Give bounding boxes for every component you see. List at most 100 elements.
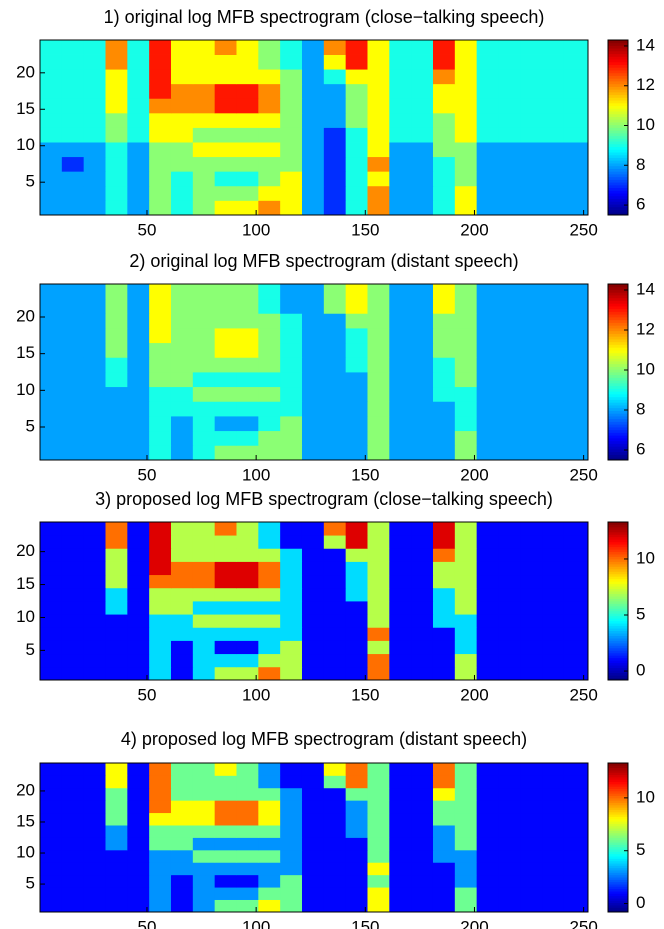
heatmap-cell	[192, 837, 216, 851]
heatmap-cell	[389, 171, 412, 187]
heatmap-cell	[149, 69, 172, 85]
heatmap-cell	[542, 640, 565, 655]
colorbar-step	[608, 363, 628, 367]
colorbar-tick-label: 12	[636, 75, 655, 94]
heatmap-cell	[258, 372, 281, 388]
heatmap-cell	[520, 522, 543, 536]
heatmap-cell	[258, 601, 281, 615]
colorbar-step	[608, 596, 628, 599]
colorbar-step	[608, 300, 628, 304]
colorbar-step	[608, 879, 628, 883]
heatmap-cell	[323, 574, 347, 589]
heatmap-cell	[61, 185, 85, 201]
heatmap-cell	[214, 787, 237, 801]
heatmap-cell	[127, 849, 150, 863]
heatmap-cell	[542, 171, 565, 187]
heatmap-cell	[149, 430, 172, 446]
heatmap-cell	[280, 548, 303, 562]
heatmap-cell	[563, 54, 589, 70]
heatmap-cell	[542, 812, 565, 826]
heatmap-cell	[258, 401, 281, 417]
heatmap-cell	[432, 284, 456, 300]
heatmap-cell	[520, 127, 543, 143]
colorbar-step	[608, 457, 628, 461]
heatmap-cell	[520, 328, 543, 344]
heatmap-cell	[323, 401, 347, 417]
heatmap-cell	[192, 372, 216, 388]
colorbar-step	[608, 772, 628, 776]
heatmap-cell	[61, 357, 85, 373]
heatmap-cell	[476, 171, 499, 187]
heatmap-cell	[563, 666, 589, 681]
heatmap-cell	[40, 887, 63, 900]
heatmap-cell	[192, 825, 216, 838]
heatmap-cell	[127, 601, 150, 615]
heatmap-cell	[127, 800, 150, 814]
heatmap-cell	[236, 587, 259, 602]
colorbar-step	[608, 858, 628, 862]
heatmap-cell	[236, 614, 259, 628]
heatmap-cell	[40, 313, 63, 329]
heatmap-cell	[280, 342, 303, 358]
colorbar-step	[608, 209, 628, 213]
heatmap-cell	[127, 284, 150, 300]
heatmap-cell	[301, 200, 325, 216]
heatmap-cell	[520, 298, 543, 314]
heatmap-cell	[236, 112, 259, 128]
colorbar-step	[608, 59, 628, 63]
heatmap-cell	[476, 587, 499, 602]
colorbar-step	[608, 295, 628, 299]
heatmap-cell	[367, 142, 390, 158]
heatmap-cell	[40, 825, 63, 838]
colorbar-tick-label: 10	[636, 787, 655, 806]
heatmap-cell	[323, 112, 347, 128]
heatmap-cell	[258, 849, 281, 863]
heatmap-cell	[105, 899, 128, 913]
colorbar-step	[608, 807, 628, 810]
heatmap-cell	[345, 763, 368, 776]
heatmap-cell	[367, 127, 390, 143]
heatmap-cell	[127, 825, 150, 838]
heatmap-cell	[149, 313, 172, 329]
colorbar-step	[608, 193, 628, 197]
colorbar-frame	[607, 762, 629, 913]
heatmap-cell	[301, 601, 325, 615]
heatmap-cell	[389, 574, 412, 589]
heatmap-cell	[520, 849, 543, 863]
heatmap-cell	[432, 313, 456, 329]
heatmap-cell	[170, 200, 194, 216]
heatmap-cell	[454, 200, 478, 216]
colorbar-step	[608, 568, 628, 572]
heatmap-cell	[83, 200, 106, 216]
heatmap-cell	[280, 812, 303, 826]
heatmap-cell	[83, 298, 106, 314]
x-tick-label: 150	[351, 685, 379, 704]
heatmap-cell	[214, 328, 237, 344]
heatmap-cell	[214, 40, 237, 55]
heatmap-cell	[345, 298, 368, 314]
x-tick-label: 250	[569, 685, 597, 704]
colorbar-step	[608, 171, 628, 175]
colorbar-step	[608, 630, 628, 634]
colorbar-step	[608, 176, 628, 180]
heatmap-cell	[542, 899, 565, 913]
heatmap-cell	[411, 127, 434, 143]
heatmap-cell	[542, 601, 565, 615]
heatmap-cell	[83, 587, 106, 602]
heatmap-cell	[280, 185, 303, 201]
heatmap-cell	[498, 800, 521, 814]
colorbar-step	[608, 446, 628, 450]
heatmap-cell	[345, 587, 368, 602]
heatmap-cell	[127, 445, 150, 461]
heatmap-cell	[367, 313, 390, 329]
heatmap-cell	[83, 98, 106, 114]
colorbar-step	[608, 451, 628, 455]
y-tick-label: 10	[16, 135, 35, 154]
colorbar-step	[608, 127, 628, 131]
heatmap-cell	[432, 83, 456, 99]
heatmap-cell	[367, 69, 390, 85]
heatmap-cell	[542, 887, 565, 900]
heatmap-cell	[214, 587, 237, 602]
heatmap-cell	[192, 587, 216, 602]
